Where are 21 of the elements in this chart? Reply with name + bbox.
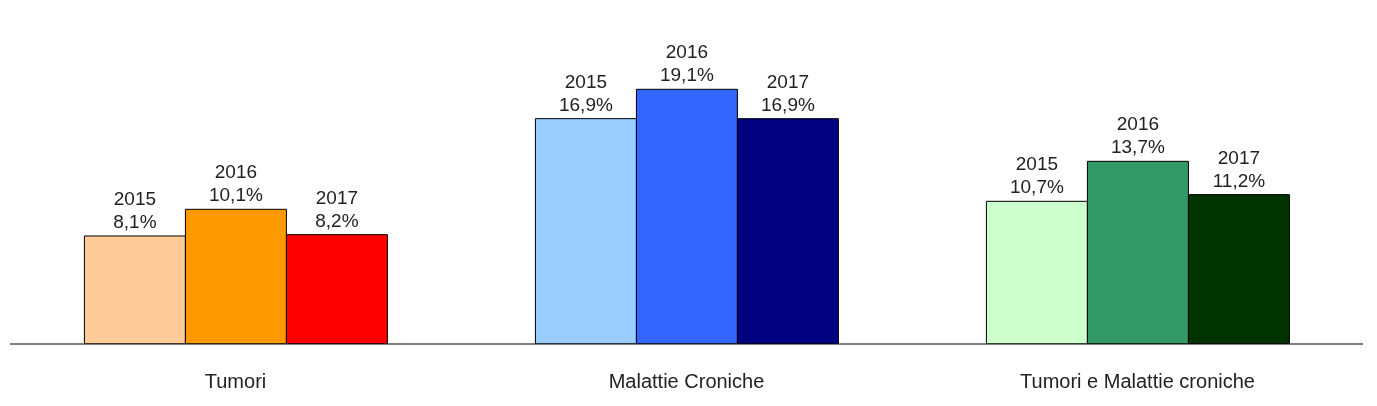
text: 2016 (1116, 113, 1160, 135)
text: 2015 (564, 70, 608, 92)
data-label: 11,2% (1212, 169, 1266, 191)
data-label: 13,7% (1110, 136, 1165, 158)
x-tick-label: Tumori (204, 370, 267, 393)
data-label: 16,9% (760, 93, 815, 115)
text: 2016 (665, 41, 709, 63)
series-label: 2017 (315, 186, 359, 208)
text: 2017 (766, 70, 810, 92)
data-label: 10,1% (208, 184, 263, 206)
series-label: 2016 (214, 161, 258, 183)
series-label: 2015 (113, 187, 157, 209)
data-label: 10,7% (1009, 176, 1064, 198)
data-label: 19,1% (659, 64, 714, 86)
text: 2017 (1217, 146, 1261, 168)
text: 2015 (1015, 153, 1059, 175)
data-label: 8,1% (113, 210, 157, 232)
data-label: 16,9% (558, 93, 613, 115)
data-label: 8,2% (315, 209, 359, 231)
x-tick-label: Malattie Croniche (608, 370, 765, 393)
x-tick-label: Tumori e Malattie croniche (1020, 370, 1255, 393)
